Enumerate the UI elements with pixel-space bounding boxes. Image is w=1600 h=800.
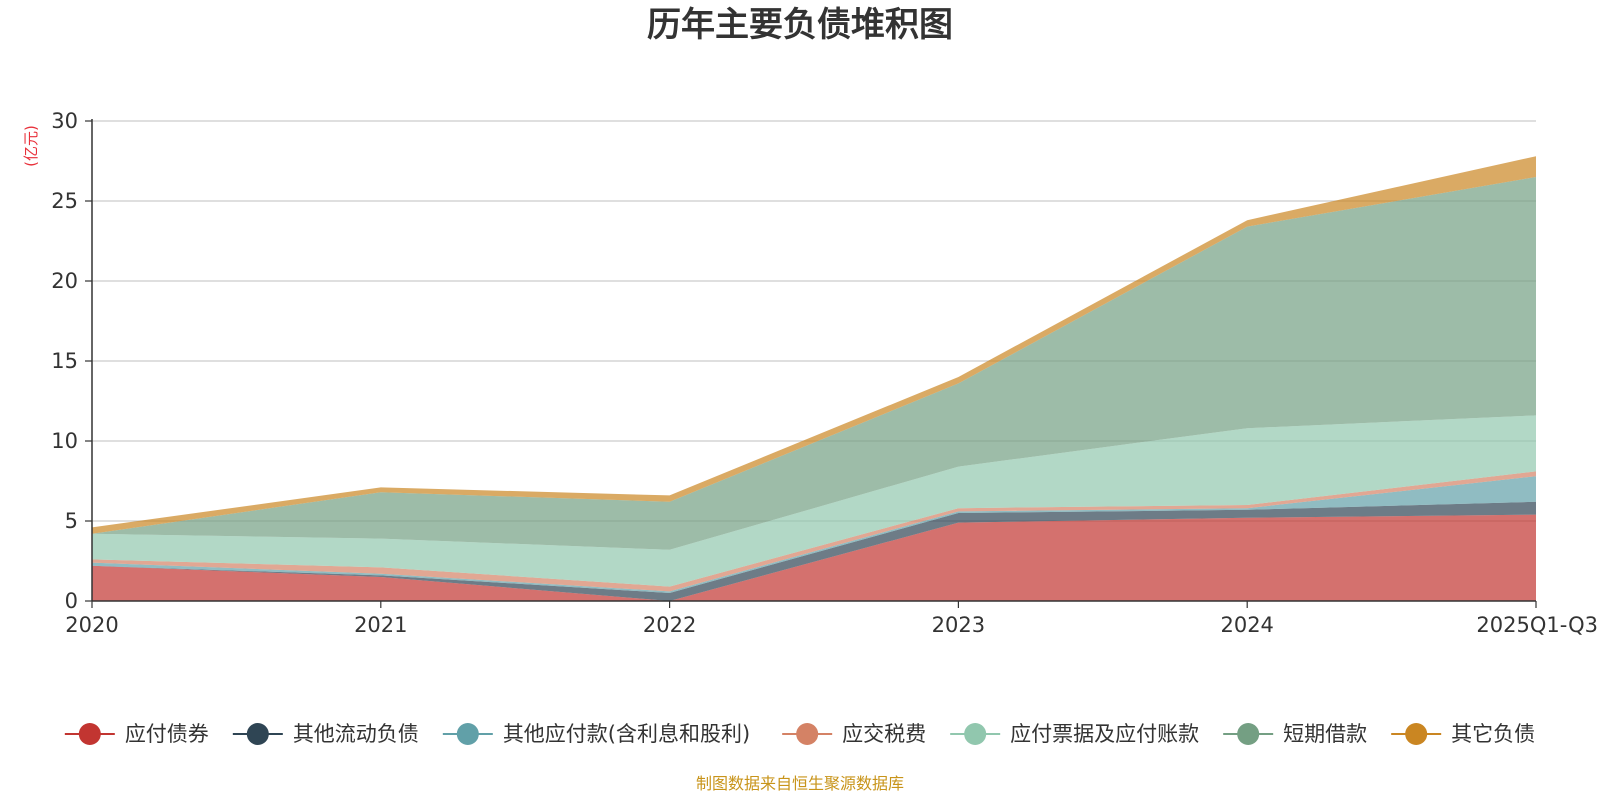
legend-marker-1 bbox=[246, 723, 269, 745]
area-series-6 bbox=[92, 156, 1536, 534]
x-tick-label-2: 2022 bbox=[643, 613, 696, 637]
y-tick-label-25: 25 bbox=[51, 189, 78, 213]
legend-marker-4 bbox=[964, 723, 987, 745]
area-series-0 bbox=[92, 514, 1536, 601]
legend-marker-3 bbox=[796, 723, 819, 745]
legend-label-3: 应交税费 bbox=[842, 722, 926, 746]
y-tick-label-15: 15 bbox=[51, 349, 78, 373]
chart-title: 历年主要负债堆积图 bbox=[647, 5, 953, 45]
axes: 0 5 10 15 20 25 30 2020 2021 2022 2023 2024 2025Q1-Q… bbox=[51, 109, 1598, 637]
legend[interactable]: 应付债券 其他流动负债 其他应付款(含利息和股利) 应交税费 应付票据及应付账款 短期借款… bbox=[64, 722, 1535, 746]
y-tick-label-30: 30 bbox=[51, 109, 78, 133]
y-tick-label-5: 5 bbox=[65, 509, 78, 533]
y-tick-label-10: 10 bbox=[51, 429, 78, 453]
legend-item-1[interactable]: 其他流动负债 bbox=[232, 722, 419, 746]
legend-marker-2 bbox=[456, 723, 479, 745]
legend-item-6[interactable]: 其它负债 bbox=[1391, 722, 1535, 746]
legend-item-4[interactable]: 应付票据及应付账款 bbox=[950, 722, 1199, 746]
x-tick-label-5: 2025Q1-Q3 bbox=[1476, 613, 1598, 637]
legend-marker-6 bbox=[1405, 723, 1428, 745]
area-series-5 bbox=[92, 177, 1536, 550]
legend-label-6: 其它负债 bbox=[1451, 722, 1535, 746]
area-series-layer bbox=[92, 156, 1536, 601]
x-tick-label-0: 2020 bbox=[65, 613, 118, 637]
legend-label-5: 短期借款 bbox=[1283, 722, 1367, 746]
y-axis-unit-label: (亿元) bbox=[22, 125, 40, 167]
legend-label-0: 应付债券 bbox=[125, 722, 209, 746]
legend-label-2: 其他应付款(含利息和股利) bbox=[503, 722, 750, 746]
data-source-note: 制图数据来自恒生聚源数据库 bbox=[696, 774, 904, 793]
area-series-1 bbox=[92, 501, 1536, 601]
y-tick-label-20: 20 bbox=[51, 269, 78, 293]
legend-item-3[interactable]: 应交税费 bbox=[782, 722, 926, 746]
legend-marker-0 bbox=[78, 723, 101, 745]
x-tick-label-1: 2021 bbox=[354, 613, 407, 637]
legend-item-2[interactable]: 其他应付款(含利息和股利) bbox=[442, 722, 750, 746]
legend-label-4: 应付票据及应付账款 bbox=[1010, 722, 1199, 746]
legend-marker-5 bbox=[1237, 723, 1260, 745]
x-tick-label-3: 2023 bbox=[932, 613, 985, 637]
legend-item-5[interactable]: 短期借款 bbox=[1223, 722, 1367, 746]
y-tick-label-0: 0 bbox=[65, 589, 78, 613]
x-tick-label-4: 2024 bbox=[1220, 613, 1273, 637]
legend-label-1: 其他流动负债 bbox=[293, 722, 419, 746]
area-series-4 bbox=[92, 415, 1536, 587]
legend-item-0[interactable]: 应付债券 bbox=[64, 722, 209, 746]
